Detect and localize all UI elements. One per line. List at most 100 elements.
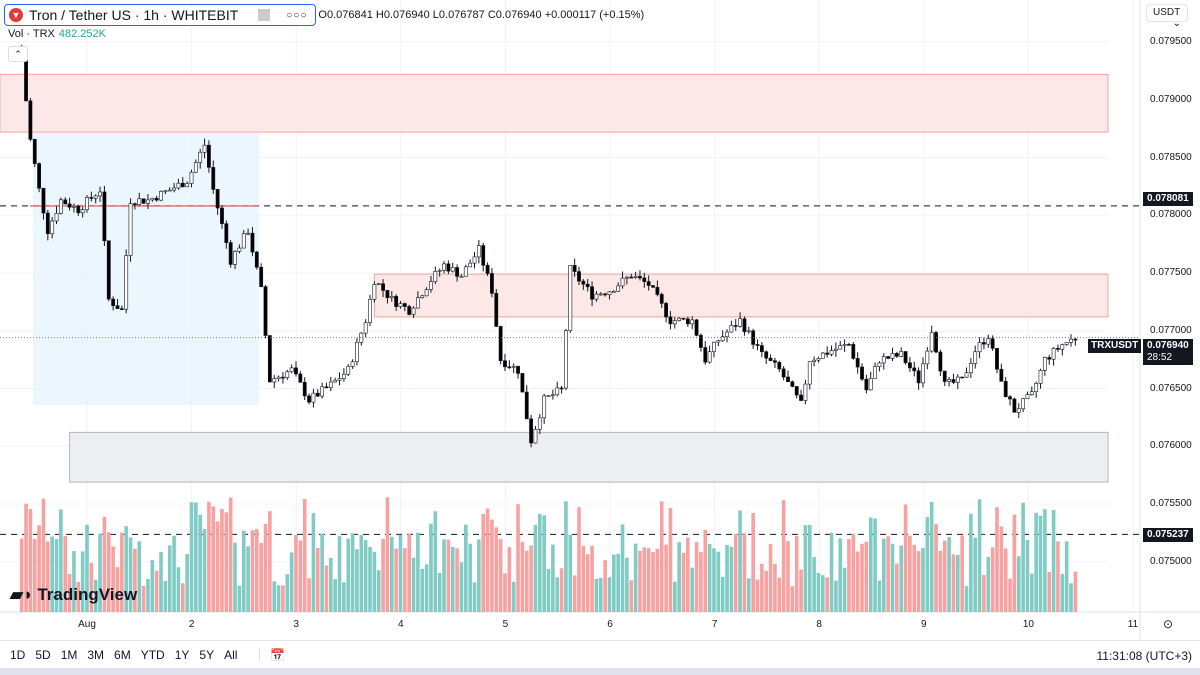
volume-bar <box>973 537 978 612</box>
candle-body <box>433 271 438 282</box>
candle-body <box>407 306 412 315</box>
volume-bar <box>141 585 146 612</box>
candle-body <box>228 242 233 265</box>
symbol-selector[interactable]: ▼ Tron / Tether US · 1h · WHITEBIT ○○○ <box>4 4 317 26</box>
volume-bar <box>1021 502 1025 612</box>
candle-body <box>476 245 481 258</box>
candle-body <box>873 366 877 379</box>
candle-body <box>185 183 190 188</box>
volume-bar <box>855 551 860 612</box>
volume-bar <box>751 513 755 612</box>
go-to-date-icon[interactable]: 📅 <box>259 647 285 662</box>
clock[interactable]: 11:31:08 (UTC+3) <box>1096 649 1193 663</box>
candle-body <box>63 199 68 205</box>
range-all[interactable]: All <box>224 647 238 662</box>
lower-level-tag: 0.075237 <box>1143 528 1193 542</box>
candle-body <box>1012 398 1017 413</box>
volume-bar <box>276 585 281 612</box>
flag-icon[interactable] <box>258 9 271 21</box>
candle-body <box>990 338 995 349</box>
support-zone <box>69 431 1109 483</box>
volume-bar <box>851 533 856 612</box>
volume-bar <box>768 544 773 612</box>
candle-body <box>67 203 72 208</box>
candle-body <box>494 293 499 327</box>
candle-body <box>54 212 59 222</box>
candle-body <box>777 362 782 370</box>
candle-body <box>877 362 882 367</box>
candle-body <box>908 362 912 369</box>
price-tick: 0.079000 <box>1150 93 1192 105</box>
range-1d[interactable]: 1D <box>10 647 26 662</box>
volume-bar <box>507 547 512 612</box>
collapse-legend-button[interactable]: ⌃ <box>8 46 28 62</box>
candle-body <box>590 286 594 300</box>
settings-icon[interactable]: ⊙ <box>1163 617 1174 631</box>
range-3m[interactable]: 3M <box>87 647 105 662</box>
candle-body <box>921 363 925 384</box>
range-1y[interactable]: 1Y <box>174 647 190 662</box>
volume-bar <box>1056 541 1060 612</box>
range-5d[interactable]: 5D <box>35 647 51 662</box>
volume-bar <box>903 504 908 612</box>
volume-bar <box>977 499 982 612</box>
volume-bar <box>41 498 46 612</box>
range-ytd[interactable]: YTD <box>140 647 165 662</box>
volume-bar <box>359 535 364 612</box>
volume-bar <box>1064 541 1069 612</box>
volume-bar <box>363 540 368 612</box>
candle-body <box>773 360 777 363</box>
currency-selector[interactable]: USDT ⌄ <box>1146 4 1188 29</box>
candle-body <box>542 395 547 419</box>
candle-body <box>102 191 107 242</box>
candle-body <box>955 376 960 383</box>
volume-bar <box>246 546 250 612</box>
candle-body <box>89 197 94 199</box>
volume-bar <box>398 534 403 612</box>
volume-bar <box>355 549 359 612</box>
candle-body <box>337 378 342 381</box>
candle-body <box>964 372 969 378</box>
volume-bar <box>472 582 477 612</box>
candle-body <box>838 345 843 350</box>
volume-bar <box>450 546 455 612</box>
candle-body <box>468 262 473 268</box>
candle-body <box>842 344 847 346</box>
range-6m[interactable]: 6M <box>114 647 131 662</box>
volume-bar <box>585 554 590 612</box>
candle-body <box>960 376 965 379</box>
more-icon[interactable]: ○○○ <box>286 9 308 21</box>
volume-legend: Vol · TRX 482.252K <box>8 28 106 40</box>
price-chart[interactable] <box>0 0 1200 640</box>
candle-body <box>934 332 938 353</box>
range-5y[interactable]: 5Y <box>199 647 215 662</box>
candle-body <box>816 358 821 361</box>
volume-bar <box>1060 573 1065 612</box>
volume-bar <box>1034 512 1038 612</box>
range-1m[interactable]: 1M <box>60 647 78 662</box>
volume-bar <box>881 538 886 612</box>
volume-bar <box>137 541 142 612</box>
candle-body <box>633 276 638 278</box>
tv-logo-icon: ▰◗ <box>10 585 34 604</box>
candle-body <box>646 281 651 286</box>
candle-body <box>167 189 172 192</box>
candle-body <box>995 348 999 370</box>
candle-body <box>32 139 37 164</box>
candle-body <box>1029 391 1034 396</box>
candle-body <box>289 367 294 373</box>
candle-body <box>298 373 303 383</box>
candle-body <box>193 162 198 173</box>
volume-bar <box>672 581 677 612</box>
candle-body <box>764 351 769 359</box>
volume-bar <box>185 553 189 612</box>
candle-body <box>555 387 560 396</box>
candle-body <box>311 392 316 403</box>
volume-bar <box>868 517 873 612</box>
candle-body <box>564 330 568 389</box>
volume-bar <box>1069 583 1073 612</box>
candle-body <box>411 307 416 315</box>
volume-bar <box>446 539 451 612</box>
candle-body <box>1073 338 1078 341</box>
volume-bar <box>407 534 411 612</box>
